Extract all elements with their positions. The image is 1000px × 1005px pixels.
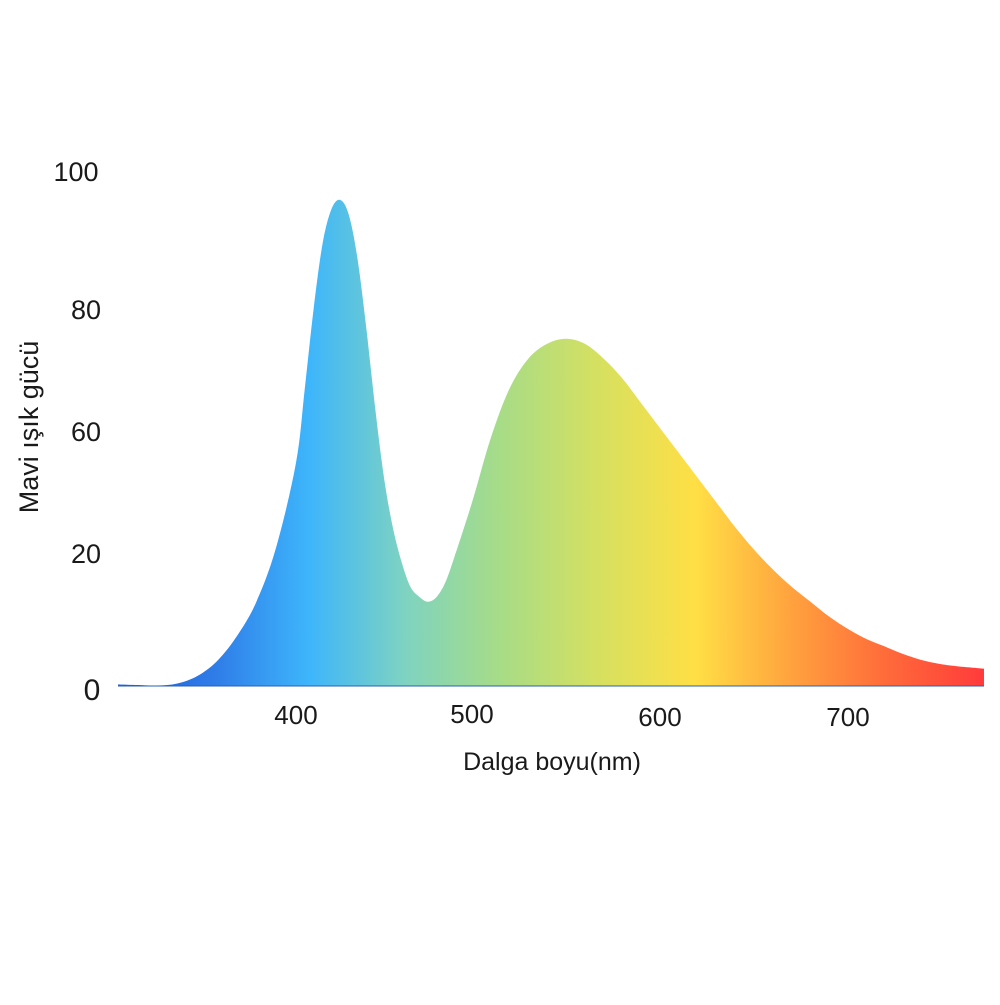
x-tick-label: 600 [638, 702, 681, 732]
y-tick-label: 100 [53, 157, 98, 187]
x-tick-label: 500 [450, 699, 493, 729]
y-tick-label: 0 [84, 674, 101, 707]
x-axis-label: Dalga boyu(nm) [463, 748, 641, 776]
x-tick-label: 400 [274, 700, 317, 730]
y-axis-label: Mavi ışık gücü [14, 341, 44, 514]
spectrum-area [118, 199, 984, 686]
x-tick-label: 700 [826, 702, 869, 732]
y-tick-label: 60 [71, 417, 101, 447]
y-tick-label: 20 [71, 539, 101, 569]
y-tick-label: 80 [71, 295, 101, 325]
